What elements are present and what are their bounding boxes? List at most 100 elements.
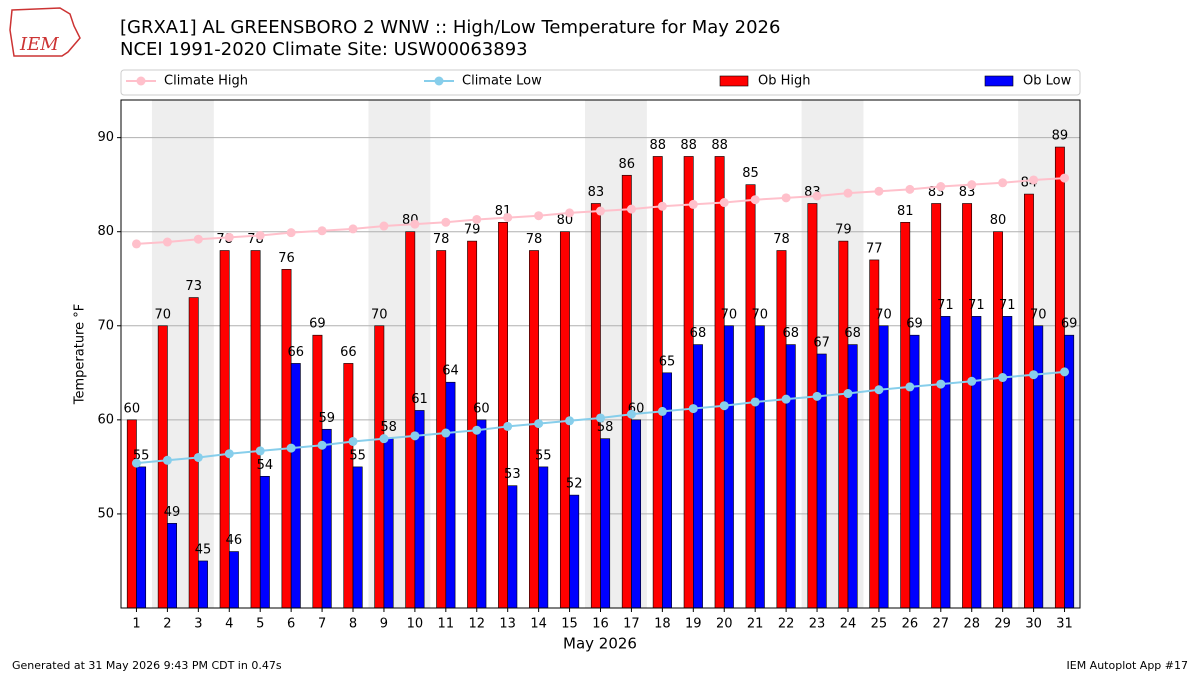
bar: [445, 381, 456, 609]
x-tick-label: 18: [654, 617, 671, 632]
marker: [1029, 175, 1039, 185]
value-label: 60: [473, 401, 490, 416]
bar: [405, 231, 416, 609]
marker: [843, 389, 853, 399]
marker: [441, 428, 451, 438]
x-tick-label: 19: [685, 617, 702, 632]
value-label: 67: [813, 336, 830, 351]
bar: [374, 325, 385, 609]
bar: [878, 325, 889, 609]
bar: [776, 250, 787, 609]
value-label: 89: [1052, 129, 1069, 144]
value-label: 46: [226, 533, 243, 548]
value-label: 66: [288, 345, 305, 360]
value-label: 66: [340, 345, 357, 360]
bar: [745, 184, 756, 609]
x-tick-label: 23: [809, 617, 826, 632]
marker: [874, 186, 884, 196]
marker: [843, 188, 853, 198]
bar: [621, 174, 632, 609]
marker: [410, 219, 420, 229]
bar: [198, 560, 208, 609]
value-label: 88: [711, 138, 728, 153]
bar: [383, 438, 394, 609]
marker: [812, 191, 822, 201]
value-label: 71: [968, 298, 985, 313]
marker: [503, 213, 513, 223]
value-label: 61: [411, 392, 428, 407]
marker: [193, 234, 203, 244]
marker: [936, 182, 946, 192]
y-tick-label: 90: [97, 130, 114, 145]
value-label: 70: [752, 307, 769, 322]
bar: [188, 297, 199, 609]
marker: [131, 239, 141, 249]
marker: [162, 455, 172, 465]
marker: [472, 425, 482, 435]
bar: [631, 419, 642, 609]
marker: [626, 409, 636, 419]
value-label: 78: [433, 232, 450, 247]
bar: [838, 240, 849, 609]
value-label: 58: [597, 420, 614, 435]
bar: [538, 466, 549, 609]
bar: [529, 250, 539, 609]
x-tick-label: 10: [407, 617, 424, 632]
bar: [971, 316, 982, 609]
bar: [785, 344, 796, 609]
value-label: 81: [897, 204, 914, 219]
value-label: 64: [442, 364, 459, 379]
marker: [998, 373, 1008, 383]
marker: [565, 416, 575, 426]
legend-swatch: [984, 75, 1014, 87]
x-tick-label: 8: [349, 617, 357, 632]
x-tick-label: 2: [163, 617, 171, 632]
value-label: 69: [309, 317, 326, 332]
value-label: 65: [659, 354, 676, 369]
value-label: 88: [680, 138, 697, 153]
value-label: 68: [844, 326, 861, 341]
marker: [657, 406, 667, 416]
marker: [193, 452, 203, 462]
marker: [379, 434, 389, 444]
marker: [472, 214, 482, 224]
value-label: 70: [371, 307, 388, 322]
y-tick-label: 80: [97, 224, 114, 239]
x-tick-label: 17: [623, 617, 640, 632]
bar: [900, 221, 911, 609]
bar: [259, 475, 270, 609]
marker: [657, 201, 667, 211]
bar: [600, 438, 611, 609]
bar: [590, 203, 601, 609]
x-tick-label: 20: [716, 617, 733, 632]
chart-subtitle: NCEI 1991-2020 Climate Site: USW00063893: [120, 39, 528, 60]
value-label: 71: [999, 298, 1016, 313]
bar: [312, 334, 323, 609]
bar: [136, 466, 147, 609]
bar: [962, 203, 973, 609]
x-tick-label: 16: [592, 617, 609, 632]
bar: [940, 316, 951, 609]
value-label: 59: [318, 411, 335, 426]
marker: [565, 208, 575, 218]
value-label: 70: [875, 307, 892, 322]
bar: [343, 363, 354, 609]
bar: [219, 250, 230, 609]
value-label: 88: [649, 138, 666, 153]
legend-marker: [136, 76, 146, 86]
value-label: 77: [866, 241, 883, 256]
x-tick-label: 22: [778, 617, 795, 632]
marker: [503, 421, 513, 431]
marker: [626, 204, 636, 214]
marker: [534, 419, 544, 429]
value-label: 78: [526, 232, 543, 247]
x-tick-label: 14: [530, 617, 547, 632]
legend-marker: [434, 76, 444, 86]
value-label: 86: [619, 157, 636, 172]
legend-label: Climate High: [164, 74, 248, 89]
value-label: 54: [257, 458, 274, 473]
marker: [348, 224, 358, 234]
marker: [317, 226, 327, 236]
bar: [167, 523, 177, 609]
